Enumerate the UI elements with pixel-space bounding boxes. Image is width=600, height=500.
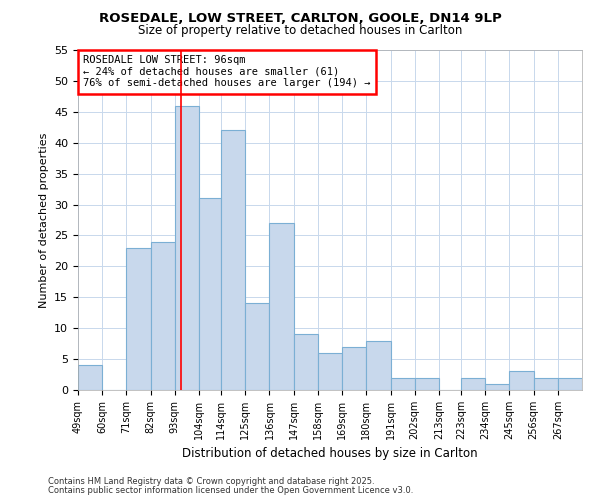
Bar xyxy=(269,223,293,390)
Bar xyxy=(509,372,533,390)
Bar xyxy=(175,106,199,390)
Bar xyxy=(221,130,245,390)
Bar xyxy=(78,366,102,390)
Bar xyxy=(293,334,318,390)
Text: Contains HM Land Registry data © Crown copyright and database right 2025.: Contains HM Land Registry data © Crown c… xyxy=(48,477,374,486)
Text: Contains public sector information licensed under the Open Government Licence v3: Contains public sector information licen… xyxy=(48,486,413,495)
X-axis label: Distribution of detached houses by size in Carlton: Distribution of detached houses by size … xyxy=(182,448,478,460)
Bar xyxy=(127,248,151,390)
Bar xyxy=(199,198,221,390)
Y-axis label: Number of detached properties: Number of detached properties xyxy=(38,132,49,308)
Bar xyxy=(367,340,391,390)
Bar xyxy=(415,378,439,390)
Bar xyxy=(151,242,175,390)
Bar xyxy=(558,378,582,390)
Bar xyxy=(318,353,342,390)
Bar xyxy=(245,304,269,390)
Bar xyxy=(391,378,415,390)
Text: ROSEDALE, LOW STREET, CARLTON, GOOLE, DN14 9LP: ROSEDALE, LOW STREET, CARLTON, GOOLE, DN… xyxy=(98,12,502,26)
Text: Size of property relative to detached houses in Carlton: Size of property relative to detached ho… xyxy=(138,24,462,37)
Text: ROSEDALE LOW STREET: 96sqm
← 24% of detached houses are smaller (61)
76% of semi: ROSEDALE LOW STREET: 96sqm ← 24% of deta… xyxy=(83,55,371,88)
Bar xyxy=(485,384,509,390)
Bar xyxy=(342,346,367,390)
Bar xyxy=(533,378,558,390)
Bar xyxy=(461,378,485,390)
